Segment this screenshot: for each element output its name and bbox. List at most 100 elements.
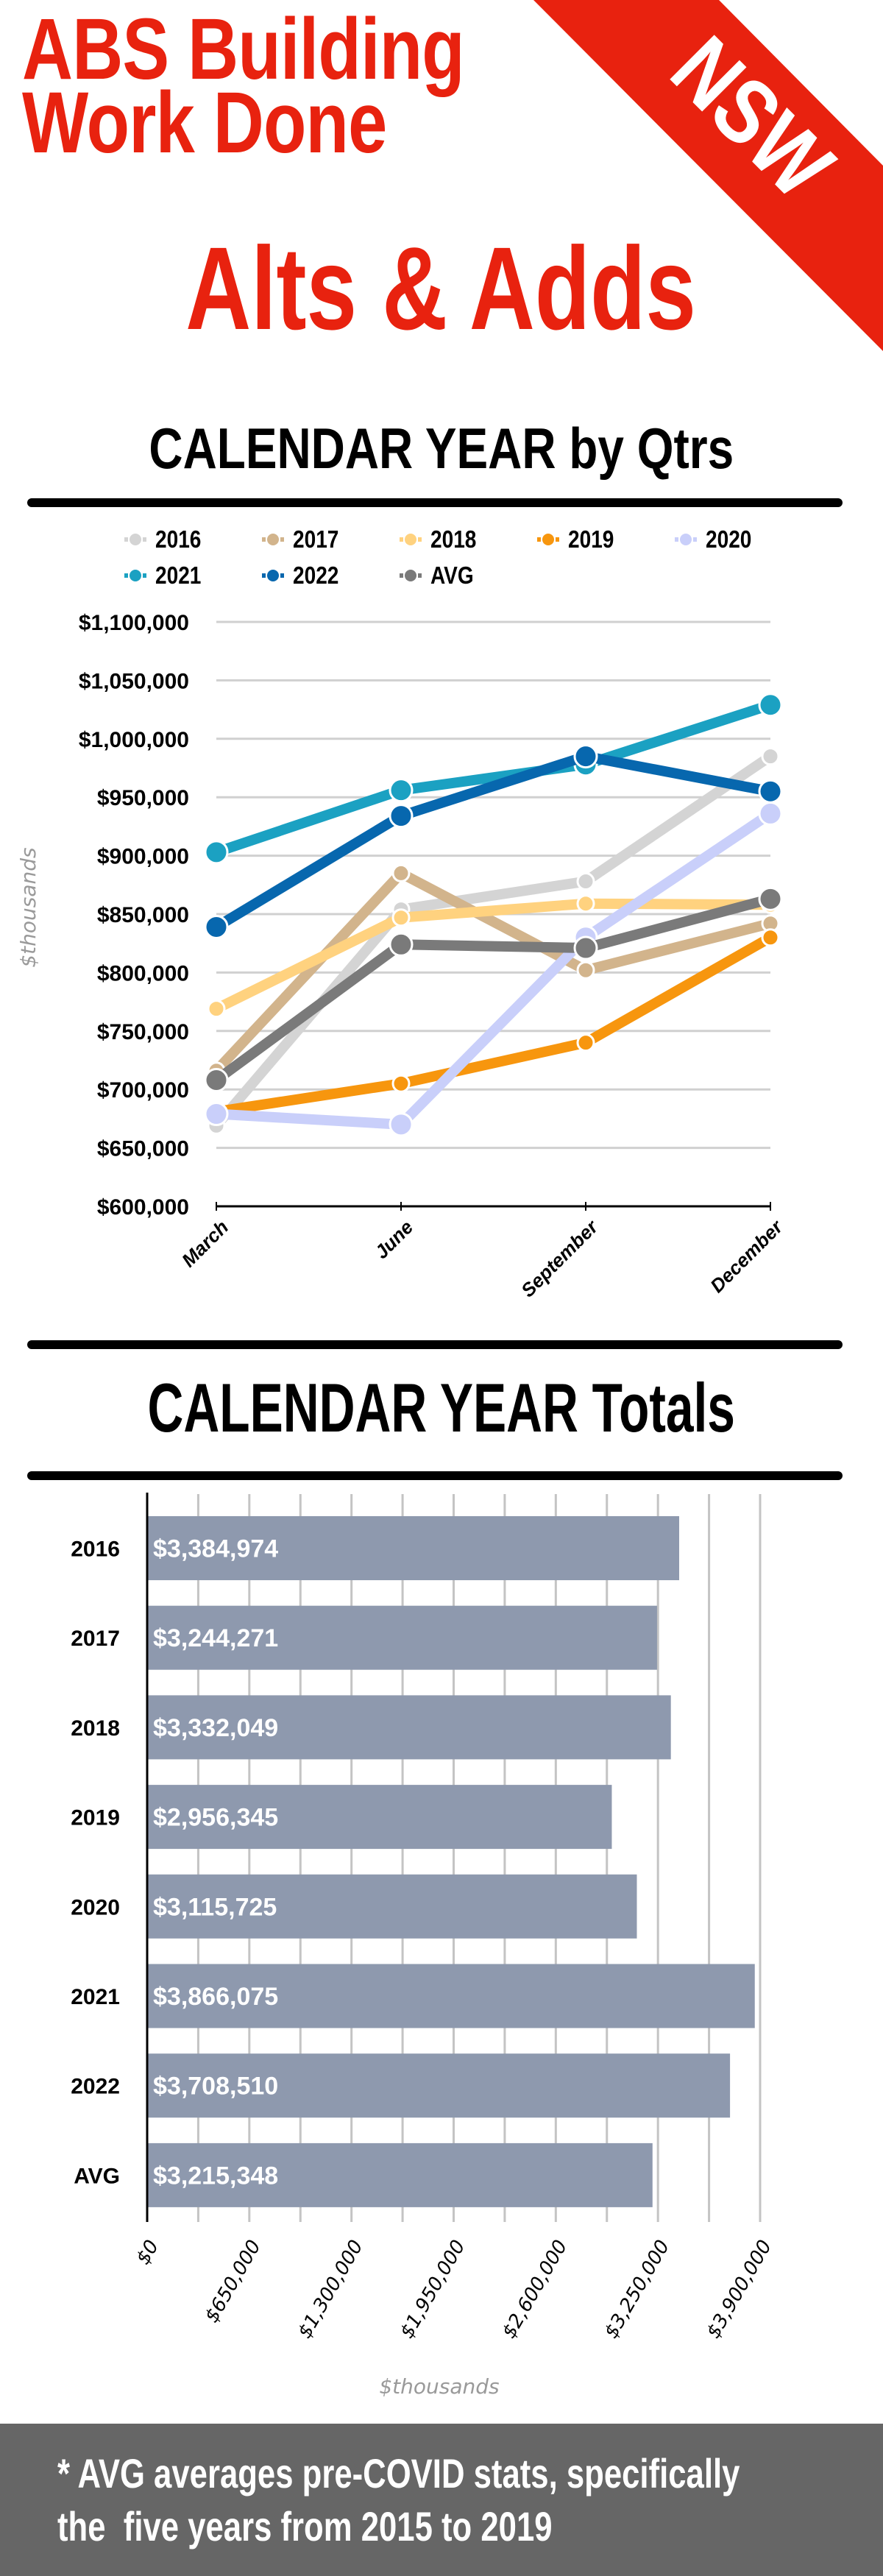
series-line xyxy=(213,751,772,932)
bar[interactable] xyxy=(148,1695,671,1760)
bar[interactable] xyxy=(148,2142,653,2207)
data-point[interactable] xyxy=(758,693,783,718)
bar-chart-bars: 2016 $3,384,974 2017 $3,244,271 2018 $3,332,0… xyxy=(71,1516,755,2207)
bar[interactable] xyxy=(148,2053,731,2118)
line-chart-y-ticks: $600,000 $650,000 $700,000 $750,000 $800,000… xyxy=(79,611,189,1220)
legend-label: 2016 xyxy=(155,526,202,553)
legend-item[interactable]: 2022 xyxy=(262,562,347,589)
legend-item[interactable]: 2019 xyxy=(537,526,622,553)
bar-value-label: $3,708,510 xyxy=(153,2073,278,2101)
series-line xyxy=(213,894,772,1085)
divider-rule xyxy=(27,1340,843,1349)
bar[interactable] xyxy=(148,1516,679,1580)
line-chart-x-ticks: March June September December xyxy=(177,1215,788,1302)
footer-note-line-1: * AVG averages pre-COVID stats, specific… xyxy=(57,2450,740,2497)
data-point[interactable] xyxy=(758,801,783,826)
bar-value-label: $2,956,345 xyxy=(153,1804,278,1832)
bar[interactable] xyxy=(148,1605,657,1670)
data-point[interactable] xyxy=(204,840,229,865)
section-title-quarters: CALENDAR YEAR by Qtrs xyxy=(149,416,734,481)
data-point[interactable] xyxy=(758,779,783,804)
bar-chart: 2016 $3,384,974 2017 $3,244,271 2018 $3,332,0… xyxy=(71,1493,776,2399)
legend-item[interactable]: 2017 xyxy=(262,526,347,553)
data-point[interactable] xyxy=(391,863,411,882)
bar-value-label: $3,244,271 xyxy=(153,1624,278,1652)
data-point[interactable] xyxy=(389,778,414,803)
series-line xyxy=(214,700,773,857)
legend-item[interactable]: 2018 xyxy=(400,526,484,553)
footer-note: * AVG averages pre-COVID stats, specific… xyxy=(0,2424,883,2576)
legend-item[interactable]: AVG xyxy=(400,562,481,589)
legend-marker-icon xyxy=(675,532,697,547)
bar-category-label: 2018 xyxy=(71,1716,120,1741)
divider-rule xyxy=(27,1471,843,1480)
bar-row: 2020 $3,115,725 xyxy=(71,1874,637,1939)
bar-row: 2016 $3,384,974 xyxy=(71,1516,679,1580)
legend-label: AVG xyxy=(430,562,474,589)
y-tick-label: $1,000,000 xyxy=(79,728,189,752)
title-line-1: ABS Building xyxy=(22,1,465,98)
bar-chart-x-axis-title: $thousands xyxy=(379,2374,499,2399)
legend-item[interactable]: 2021 xyxy=(124,562,209,589)
legend-item[interactable]: 2016 xyxy=(124,526,209,553)
bar-category-label: 2016 xyxy=(71,1538,120,1562)
data-point[interactable] xyxy=(761,747,780,766)
legend-label: 2017 xyxy=(293,526,339,553)
data-point[interactable] xyxy=(391,908,411,927)
data-point[interactable] xyxy=(204,914,229,939)
series-line xyxy=(216,809,773,1130)
data-point[interactable] xyxy=(207,999,226,1019)
y-tick-label: $800,000 xyxy=(97,961,189,986)
legend-label: 2022 xyxy=(293,562,339,589)
bar-category-label: 2020 xyxy=(71,1895,120,1919)
legend-label: 2021 xyxy=(155,562,202,589)
data-point[interactable] xyxy=(389,1112,414,1137)
bar-value-label: $3,332,049 xyxy=(153,1714,278,1742)
bar-value-label: $3,384,974 xyxy=(153,1535,278,1563)
bar-category-label: 2022 xyxy=(71,2075,120,2099)
data-point[interactable] xyxy=(204,1102,229,1127)
data-point[interactable] xyxy=(758,886,783,911)
data-point[interactable] xyxy=(573,744,598,769)
data-point[interactable] xyxy=(389,932,414,957)
legend-item[interactable]: 2020 xyxy=(675,526,759,553)
y-tick-label: $850,000 xyxy=(97,903,189,927)
x-tick-label: $650,000 xyxy=(201,2237,266,2326)
line-chart: $600,000 $650,000 $700,000 $750,000 $800,000… xyxy=(16,611,788,1302)
data-point[interactable] xyxy=(204,1067,229,1092)
line-chart-y-axis-title: $thousands xyxy=(16,847,40,967)
x-tick-label: $1,300,000 xyxy=(294,2237,367,2343)
footer-note-line-2: the five years from 2015 to 2019 xyxy=(57,2503,553,2550)
bar-category-label: AVG xyxy=(74,2164,120,2188)
x-tick-label: December xyxy=(706,1215,787,1297)
x-tick-label: $1,950,000 xyxy=(396,2237,469,2343)
legend-marker-icon xyxy=(124,532,146,547)
data-point[interactable] xyxy=(576,1033,595,1052)
data-point[interactable] xyxy=(576,894,595,913)
data-point[interactable] xyxy=(761,928,780,947)
data-point[interactable] xyxy=(389,804,414,829)
bar[interactable] xyxy=(148,1874,637,1939)
bar-row: 2018 $3,332,049 xyxy=(71,1695,671,1760)
line-chart-grid xyxy=(216,620,770,1150)
x-tick-label: $3,900,000 xyxy=(703,2237,776,2343)
series-2021 xyxy=(204,693,783,865)
series-line xyxy=(213,898,771,1013)
legend-marker-icon xyxy=(124,568,146,583)
bar[interactable] xyxy=(148,1964,755,2028)
y-tick-label: $1,100,000 xyxy=(79,611,189,635)
y-tick-label: $600,000 xyxy=(97,1195,189,1220)
divider-rule xyxy=(27,498,843,507)
data-point[interactable] xyxy=(576,960,595,980)
line-chart-series xyxy=(204,693,783,1137)
legend-marker-icon xyxy=(400,532,422,547)
data-point[interactable] xyxy=(576,872,595,891)
data-point[interactable] xyxy=(573,935,598,960)
data-point[interactable] xyxy=(391,1074,411,1093)
bar-value-label: $3,866,075 xyxy=(153,1983,278,2011)
bar[interactable] xyxy=(148,1785,612,1850)
x-tick-label: March xyxy=(177,1216,233,1271)
y-tick-label: $1,050,000 xyxy=(79,669,189,693)
x-tick-label: $0 xyxy=(132,2237,164,2269)
bar-category-label: 2019 xyxy=(71,1806,120,1830)
